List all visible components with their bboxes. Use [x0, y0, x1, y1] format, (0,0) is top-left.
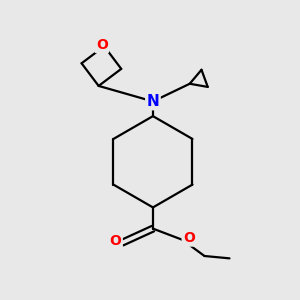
Text: O: O — [110, 234, 122, 248]
Text: O: O — [96, 38, 108, 52]
Text: N: N — [147, 94, 159, 109]
Text: O: O — [183, 231, 195, 245]
